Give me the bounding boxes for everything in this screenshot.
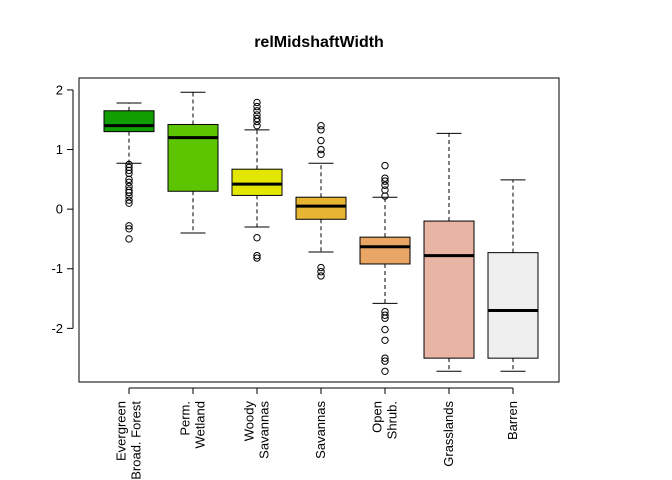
- outlier-point: [125, 196, 133, 204]
- outlier-point: [125, 175, 133, 184]
- chart-title: relMidshaftWidth: [254, 34, 384, 51]
- outlier-point: [317, 272, 325, 280]
- y-tick-label: 1: [56, 142, 63, 157]
- outlier-point: [381, 354, 389, 362]
- outlier-point: [125, 235, 133, 243]
- x-tick-label-line: Savannas: [313, 401, 328, 459]
- iqr-box: [487, 252, 539, 359]
- x-tick-label: EvergreenBroad. Forest: [114, 401, 144, 480]
- box-5: [359, 161, 411, 375]
- x-tick-label: Perm.Wetland: [178, 401, 208, 448]
- box-4: [295, 121, 347, 280]
- outlier-point: [381, 177, 389, 185]
- box-2: [167, 91, 219, 234]
- iqr-box: [359, 236, 411, 265]
- x-tick-label-line: Grasslands: [441, 401, 456, 467]
- x-tick-label: OpenShrub.: [370, 401, 400, 439]
- x-tick-label-line: Wetland: [193, 401, 208, 448]
- x-tick-label-line: Barren: [505, 401, 520, 440]
- x-tick-label-line: Broad. Forest: [129, 401, 144, 480]
- y-tick-label: 0: [56, 202, 63, 217]
- iqr-box: [295, 196, 347, 220]
- x-tick-label-line: Woody: [242, 401, 257, 442]
- box-1: [103, 102, 155, 243]
- outlier-point: [125, 166, 133, 175]
- outlier-point: [381, 325, 389, 334]
- outlier-point: [381, 367, 389, 375]
- outlier-point: [381, 186, 389, 194]
- outlier-point: [381, 311, 389, 319]
- outlier-point: [125, 199, 133, 207]
- y-axis: 2 1 0 -1 -2: [51, 82, 74, 336]
- outlier-point: [317, 136, 325, 145]
- outlier-point: [253, 254, 261, 262]
- outlier-point: [317, 145, 325, 154]
- outlier-point: [125, 225, 133, 233]
- outlier-point: [253, 102, 261, 111]
- x-tick-label: Savannas: [313, 401, 328, 459]
- outlier-point: [381, 161, 389, 170]
- outlier-point: [317, 150, 325, 158]
- box-3: [231, 98, 283, 262]
- x-tick-label-line: Savannas: [257, 401, 272, 459]
- x-tick-label-line: Open: [370, 401, 385, 433]
- x-tick-label-line: Evergreen: [114, 401, 129, 461]
- box-7: [487, 179, 539, 372]
- iqr-box: [231, 168, 283, 196]
- iqr-box: [423, 220, 475, 359]
- outlier-point: [381, 336, 389, 344]
- outlier-point: [253, 114, 261, 123]
- plot-frame: [78, 77, 560, 383]
- outlier-point: [253, 121, 261, 130]
- outlier-point: [125, 192, 133, 200]
- x-axis: EvergreenBroad. Forest Perm.Wetland WoodyS…: [114, 387, 520, 480]
- outlier-point: [253, 107, 261, 115]
- outlier-point: [253, 234, 261, 242]
- outlier-point: [317, 126, 325, 134]
- outlier-point: [381, 174, 389, 182]
- outlier-point: [317, 263, 325, 272]
- outlier-point: [125, 188, 133, 197]
- boxes: [103, 91, 539, 375]
- outlier-point: [253, 98, 261, 107]
- outlier-point: [381, 357, 389, 365]
- outlier-point: [381, 181, 389, 189]
- x-tick-label: Grasslands: [441, 401, 456, 467]
- outlier-point: [317, 268, 325, 276]
- outlier-point: [125, 222, 133, 230]
- outlier-point: [317, 121, 325, 130]
- outlier-point: [253, 251, 261, 260]
- x-tick-label: WoodySavannas: [242, 401, 272, 459]
- iqr-box: [167, 123, 219, 192]
- y-tick-label: -1: [51, 261, 63, 276]
- outlier-point: [253, 111, 261, 119]
- x-tick-label-line: Perm.: [178, 401, 193, 436]
- outlier-point: [381, 314, 389, 322]
- box-6: [423, 132, 475, 372]
- iqr-box: [103, 110, 155, 133]
- x-tick-label-line: Shrub.: [385, 401, 400, 439]
- y-tick-label: 2: [56, 82, 63, 97]
- x-tick-label: Barren: [505, 401, 520, 440]
- outlier-point: [125, 178, 133, 187]
- y-tick-label: -2: [51, 321, 63, 336]
